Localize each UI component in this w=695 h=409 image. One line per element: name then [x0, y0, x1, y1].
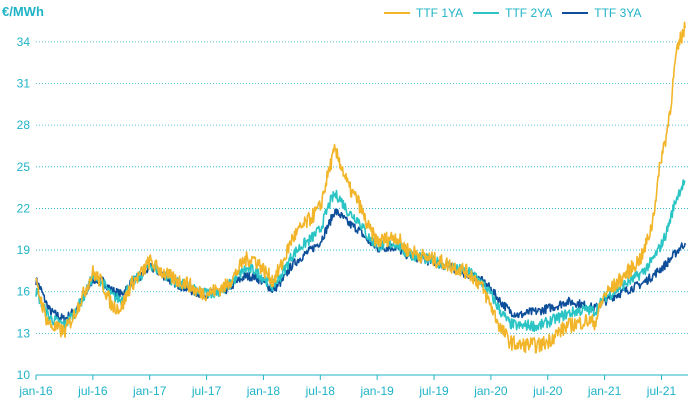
- legend-swatch-ttf-3ya: [562, 12, 589, 14]
- x-tick-label-jan-21: jan-21: [587, 384, 622, 398]
- x-tick-label-jul-19: jul-19: [418, 384, 449, 398]
- y-tick-label-13: 13: [17, 326, 31, 340]
- legend-item-ttf-2ya: TTF 2YA: [473, 6, 552, 20]
- x-tick-label-jul-21: jul-21: [646, 384, 677, 398]
- legend-item-ttf-3ya: TTF 3YA: [562, 6, 641, 20]
- y-tick-label-19: 19: [17, 243, 31, 257]
- x-tick-label-jan-20: jan-20: [473, 384, 508, 398]
- x-axis: jan-16 jul-16 jan-17 jul-17 jan-18 jul-18 jan-…: [18, 374, 688, 398]
- y-tick-label-34: 34: [17, 35, 31, 49]
- y-tick-label-10: 10: [17, 368, 31, 382]
- series-line-ttf-1ya: [35, 21, 686, 354]
- legend-item-ttf-1ya: TTF 1YA: [384, 6, 463, 20]
- y-tick-label-25: 25: [17, 160, 31, 174]
- gridlines: [36, 41, 688, 334]
- x-tick-label-jul-20: jul-20: [532, 384, 563, 398]
- y-axis-unit-label: €/MWh: [2, 4, 44, 19]
- x-tick-label-jan-19: jan-19: [359, 384, 394, 398]
- x-tick-label-jan-17: jan-17: [132, 384, 167, 398]
- x-tick-label-jul-17: jul-17: [191, 384, 222, 398]
- chart-legend: TTF 1YA TTF 2YA TTF 3YA: [384, 6, 651, 20]
- legend-swatch-ttf-1ya: [384, 12, 410, 14]
- x-tick-label-jul-18: jul-18: [305, 384, 336, 398]
- legend-label-ttf-3ya: TTF 3YA: [594, 6, 642, 20]
- legend-label-ttf-1ya: TTF 1YA: [416, 6, 464, 20]
- y-tick-label-28: 28: [17, 118, 31, 132]
- y-tick-label-22: 22: [17, 201, 31, 215]
- y-tick-label-31: 31: [17, 77, 31, 91]
- y-axis-tick-labels: 10 13 16 19 22 25 28 31 34: [17, 35, 31, 382]
- x-tick-label-jan-16: jan-16: [18, 384, 53, 398]
- x-tick-label-jul-16: jul-16: [77, 384, 108, 398]
- y-tick-label-16: 16: [17, 285, 31, 299]
- legend-label-ttf-2ya: TTF 2YA: [505, 6, 553, 20]
- series-lines: [35, 21, 686, 354]
- legend-swatch-ttf-2ya: [473, 12, 500, 14]
- x-tick-label-jan-18: jan-18: [246, 384, 281, 398]
